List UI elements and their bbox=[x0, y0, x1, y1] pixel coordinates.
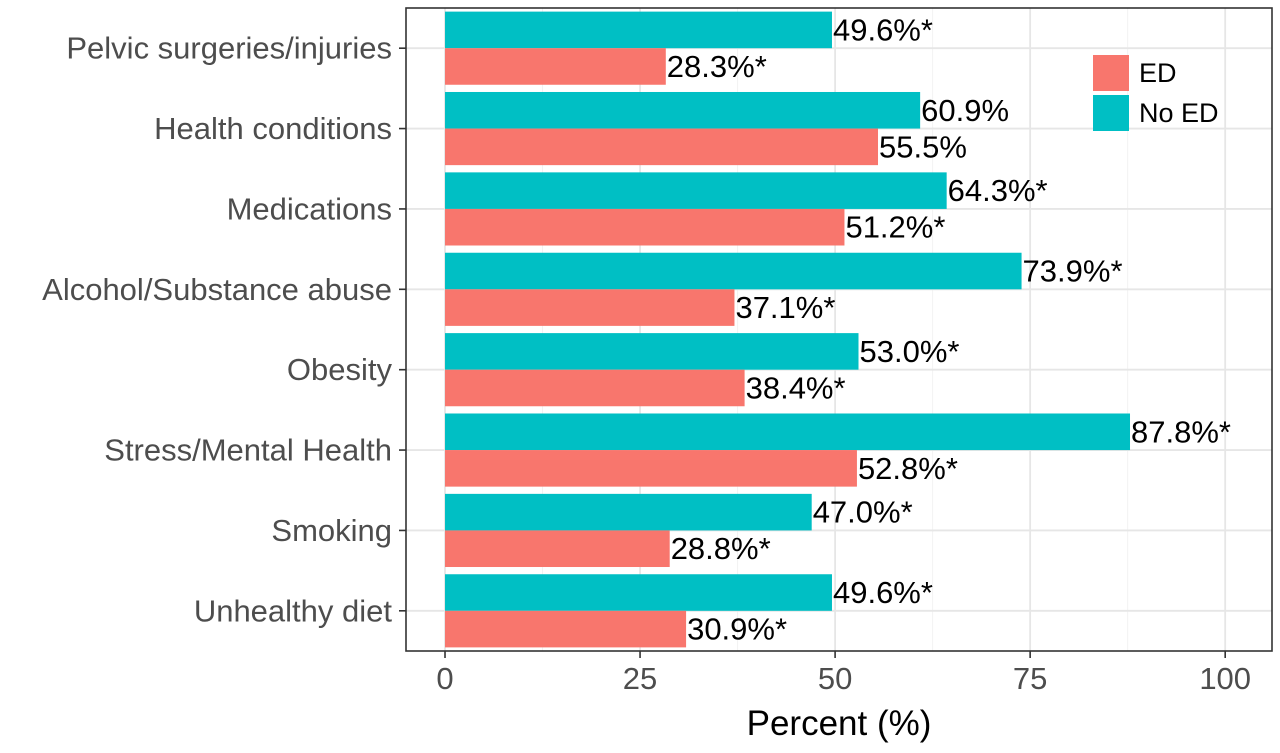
data-label-no-ed: 49.6%* bbox=[833, 575, 933, 610]
bar-ed bbox=[445, 610, 687, 648]
data-labels: 49.6%* 28.3%* 60.9%55.5% 64.3%*51.2%* 73.9%*… bbox=[667, 12, 1231, 646]
bar-ed bbox=[445, 128, 879, 166]
bar-no-ed bbox=[445, 413, 1131, 451]
y-tick-label: Alcohol/Substance abuse bbox=[42, 272, 392, 307]
bars bbox=[445, 11, 1131, 648]
data-label-no-ed: 47.0%* bbox=[813, 495, 913, 530]
legend: ED No ED bbox=[1093, 55, 1219, 131]
x-tick-label: 100 bbox=[1199, 661, 1251, 696]
bar-ed bbox=[445, 48, 666, 85]
data-label-no-ed: 60.9% bbox=[921, 93, 1009, 128]
bar-no-ed bbox=[445, 91, 921, 129]
bar-no-ed bbox=[445, 11, 832, 49]
bar-ed bbox=[445, 208, 845, 246]
legend-key-no-ed bbox=[1093, 95, 1129, 131]
bar-no-ed bbox=[445, 333, 859, 370]
x-axis-title: Percent (%) bbox=[747, 704, 932, 743]
bar-ed bbox=[445, 450, 857, 487]
data-label-no-ed: 49.6%* bbox=[833, 12, 933, 47]
y-tick-label: Obesity bbox=[287, 352, 393, 387]
y-axis: Pelvic surgeries/injuries Health conditio… bbox=[42, 31, 406, 628]
data-label-ed: 30.9%* bbox=[687, 612, 787, 647]
bar-no-ed bbox=[445, 172, 947, 209]
bar-ed bbox=[445, 369, 745, 407]
x-tick-label: 25 bbox=[623, 661, 657, 696]
y-tick-label: Smoking bbox=[271, 513, 392, 548]
data-label-ed: 28.8%* bbox=[671, 531, 771, 566]
legend-label: ED bbox=[1139, 58, 1177, 88]
x-axis: 0 25 50 75 100 bbox=[436, 651, 1251, 696]
bar-ed bbox=[445, 530, 670, 568]
data-label-no-ed: 73.9%* bbox=[1023, 254, 1123, 289]
y-tick-label: Unhealthy diet bbox=[194, 593, 393, 628]
bar-no-ed bbox=[445, 252, 1022, 290]
data-label-ed: 51.2%* bbox=[845, 210, 945, 245]
data-label-no-ed: 64.3%* bbox=[948, 173, 1048, 208]
x-tick-label: 50 bbox=[818, 661, 852, 696]
x-tick-label: 75 bbox=[1013, 661, 1047, 696]
plot-panel-border bbox=[405, 7, 1273, 652]
bar-ed bbox=[445, 289, 735, 326]
x-tick-label: 0 bbox=[436, 661, 453, 696]
data-label-ed: 52.8%* bbox=[858, 451, 958, 486]
data-label-ed: 28.3%* bbox=[667, 49, 767, 84]
data-label-no-ed: 87.8%* bbox=[1131, 414, 1231, 449]
legend-key-ed bbox=[1093, 55, 1129, 91]
data-label-ed: 55.5% bbox=[879, 129, 967, 164]
bar-no-ed bbox=[445, 493, 812, 531]
data-label-ed: 37.1%* bbox=[735, 290, 835, 325]
bar-no-ed bbox=[445, 574, 832, 611]
data-label-ed: 38.4%* bbox=[746, 370, 846, 405]
y-tick-label: Health conditions bbox=[154, 111, 392, 146]
legend-label: No ED bbox=[1139, 98, 1219, 128]
data-label-no-ed: 53.0%* bbox=[860, 334, 960, 369]
y-tick-label: Pelvic surgeries/injuries bbox=[66, 31, 392, 66]
y-tick-label: Medications bbox=[227, 191, 392, 226]
y-tick-label: Stress/Mental Health bbox=[104, 433, 392, 468]
